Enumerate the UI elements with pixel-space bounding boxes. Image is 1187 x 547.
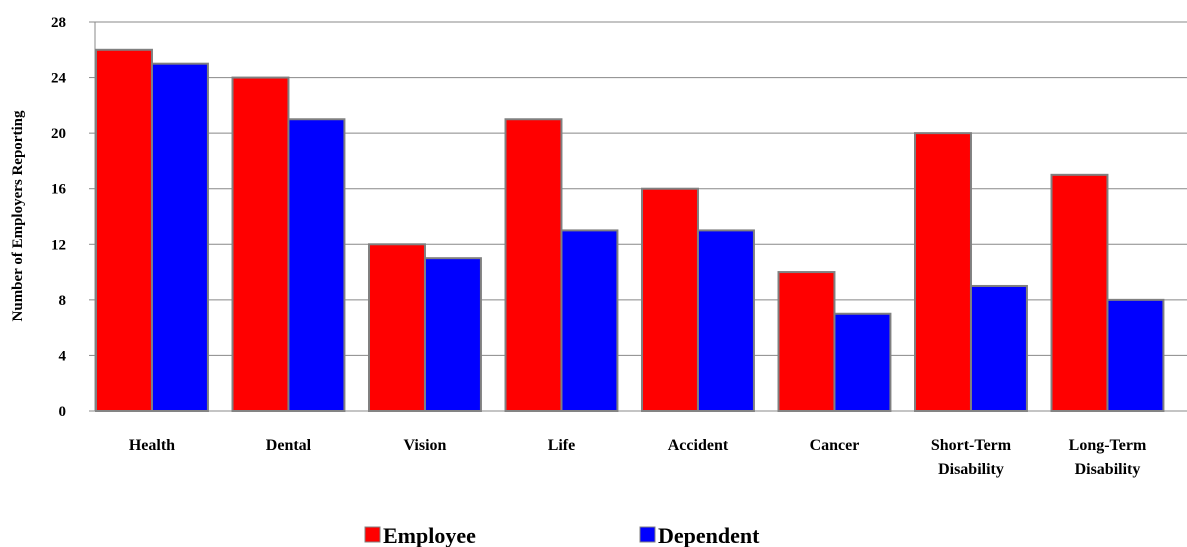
bar — [777, 271, 836, 413]
bar — [641, 187, 699, 412]
y-tick-label: 12 — [51, 237, 66, 253]
x-tick-label: Long-Term Disability — [1069, 437, 1147, 478]
y-tick-label: 16 — [51, 182, 67, 198]
y-axis-title: Number of Employers Reporting — [10, 110, 26, 321]
legend-label: Employee — [383, 523, 476, 547]
bar — [231, 76, 290, 412]
bar — [833, 312, 892, 412]
bar — [368, 243, 426, 412]
bar — [95, 48, 153, 413]
x-tick-label: Dental — [266, 437, 312, 454]
y-tick-label: 8 — [59, 293, 67, 309]
bar — [969, 284, 1028, 413]
y-tick-label: 24 — [51, 71, 67, 87]
bar — [560, 229, 619, 412]
bar — [504, 118, 563, 412]
bar — [287, 118, 346, 412]
legend-swatch — [639, 526, 656, 543]
legend-swatch — [364, 526, 381, 543]
y-tick-label: 0 — [59, 404, 67, 420]
x-tick-label: Accident — [668, 437, 729, 454]
x-tick-label: Short-Term Disability — [931, 437, 1012, 478]
x-tick-label: Life — [548, 437, 576, 454]
y-tick-label: 20 — [51, 126, 66, 142]
x-tick-label: Health — [129, 437, 175, 454]
y-tick-label: 4 — [59, 348, 67, 364]
bar — [696, 229, 755, 412]
legend-label: Dependent — [658, 523, 760, 547]
x-tick-label: Cancer — [810, 437, 860, 454]
bar — [1106, 298, 1165, 413]
bar — [914, 132, 972, 412]
y-tick-label: 28 — [51, 15, 66, 31]
x-tick-label: Vision — [403, 437, 446, 454]
bar — [1050, 173, 1109, 412]
bar — [423, 257, 482, 412]
bar — [150, 62, 209, 413]
